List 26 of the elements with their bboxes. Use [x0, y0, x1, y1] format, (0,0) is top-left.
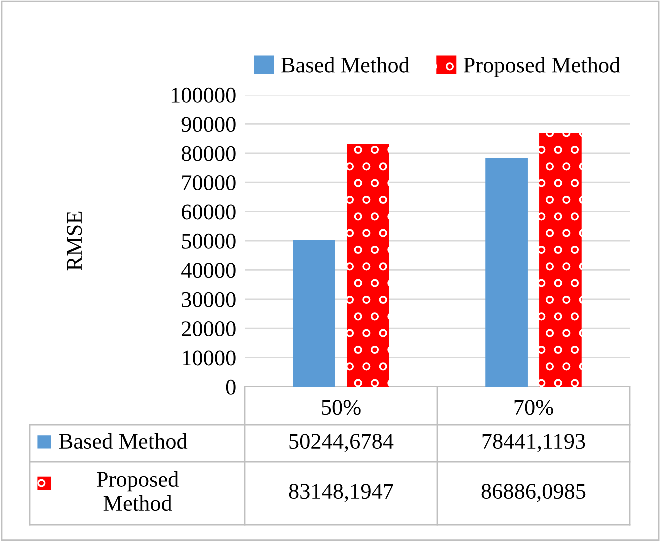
- legend-label: Based Method: [282, 57, 410, 73]
- data-label: 78441,1193: [482, 434, 586, 452]
- data-label: 86886,0985: [482, 484, 586, 502]
- y-tick-label: 30000: [182, 292, 236, 308]
- data-label: 50244,6784: [290, 434, 394, 452]
- y-tick-label: 50000: [182, 234, 236, 249]
- y-tick-label: 10000: [183, 350, 236, 366]
- y-tick-label: 100000: [172, 88, 236, 103]
- y-tick-label: 0: [226, 380, 236, 395]
- bar: [486, 158, 528, 387]
- text: Based Method: [60, 433, 188, 450]
- data-label: 83148,1947: [289, 484, 394, 502]
- bar: [347, 144, 390, 387]
- x-tick-label: 50%: [322, 400, 361, 416]
- text: Proposed Method: [97, 471, 179, 512]
- y-tick-label: 80000: [182, 146, 236, 162]
- x-tick-label: 70%: [514, 400, 554, 416]
- y-tick-label: 20000: [182, 322, 236, 337]
- legend-label: Proposed Method: [464, 57, 620, 78]
- y-tick-label: 40000: [182, 263, 236, 278]
- bar: [293, 240, 336, 387]
- y-tick-label: 60000: [182, 204, 236, 220]
- y-axis-title: RMSE: [67, 212, 82, 271]
- y-tick-label: 90000: [182, 117, 236, 132]
- y-tick-label: 70000: [182, 176, 236, 191]
- bar: [540, 133, 582, 387]
